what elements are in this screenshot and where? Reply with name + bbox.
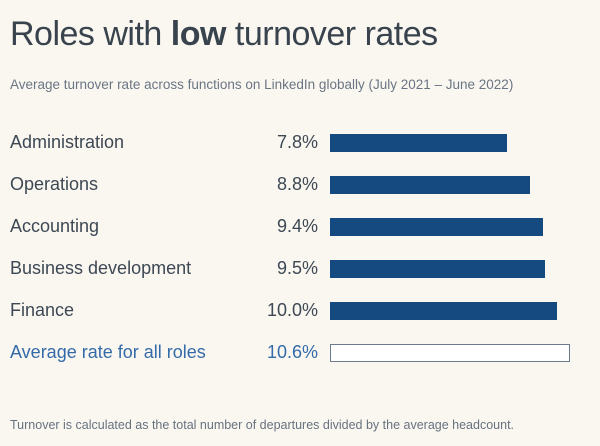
page-title: Roles with low turnover rates bbox=[10, 14, 593, 55]
chart-row: Accounting 9.4% bbox=[10, 206, 593, 248]
bar bbox=[330, 259, 546, 278]
bar-track bbox=[330, 343, 593, 362]
value-label: 10.6% bbox=[266, 342, 318, 363]
chart-footnote: Turnover is calculated as the total numb… bbox=[10, 417, 515, 432]
category-label: Finance bbox=[10, 300, 75, 321]
value-label: 9.5% bbox=[276, 258, 318, 279]
value-label: 8.8% bbox=[276, 174, 318, 195]
category-label: Average rate for all roles bbox=[10, 342, 206, 363]
category-label: Administration bbox=[10, 132, 125, 153]
infographic-card: Roles with low turnover rates Average tu… bbox=[10, 14, 593, 432]
category-label: Business development bbox=[10, 258, 192, 279]
average-bar bbox=[330, 343, 571, 362]
chart-row-average: Average rate for all roles 10.6% bbox=[10, 332, 593, 374]
chart-row: Business development 9.5% bbox=[10, 248, 593, 290]
bar-track bbox=[330, 259, 593, 278]
chart-row: Finance 10.0% bbox=[10, 290, 593, 332]
bar-chart: Administration 7.8% Operations 8.8% Acco… bbox=[10, 122, 593, 374]
chart-row: Administration 7.8% bbox=[10, 122, 593, 164]
bar bbox=[330, 301, 557, 320]
chart-subtitle: Average turnover rate across functions o… bbox=[10, 76, 514, 92]
bar bbox=[330, 175, 530, 194]
value-label: 10.0% bbox=[266, 300, 318, 321]
value-label: 9.4% bbox=[276, 216, 318, 237]
category-label: Accounting bbox=[10, 216, 100, 237]
bar-track bbox=[330, 301, 593, 320]
title-prefix: Roles with bbox=[10, 15, 171, 53]
bar-track bbox=[330, 175, 593, 194]
title-emphasis: low bbox=[170, 15, 227, 53]
bar bbox=[330, 133, 507, 152]
bar-track bbox=[330, 217, 593, 236]
value-label: 7.8% bbox=[276, 132, 318, 153]
bar-track bbox=[330, 133, 593, 152]
chart-row: Operations 8.8% bbox=[10, 164, 593, 206]
category-label: Operations bbox=[10, 174, 99, 195]
bar bbox=[330, 217, 544, 236]
title-suffix: turnover rates bbox=[225, 15, 438, 53]
